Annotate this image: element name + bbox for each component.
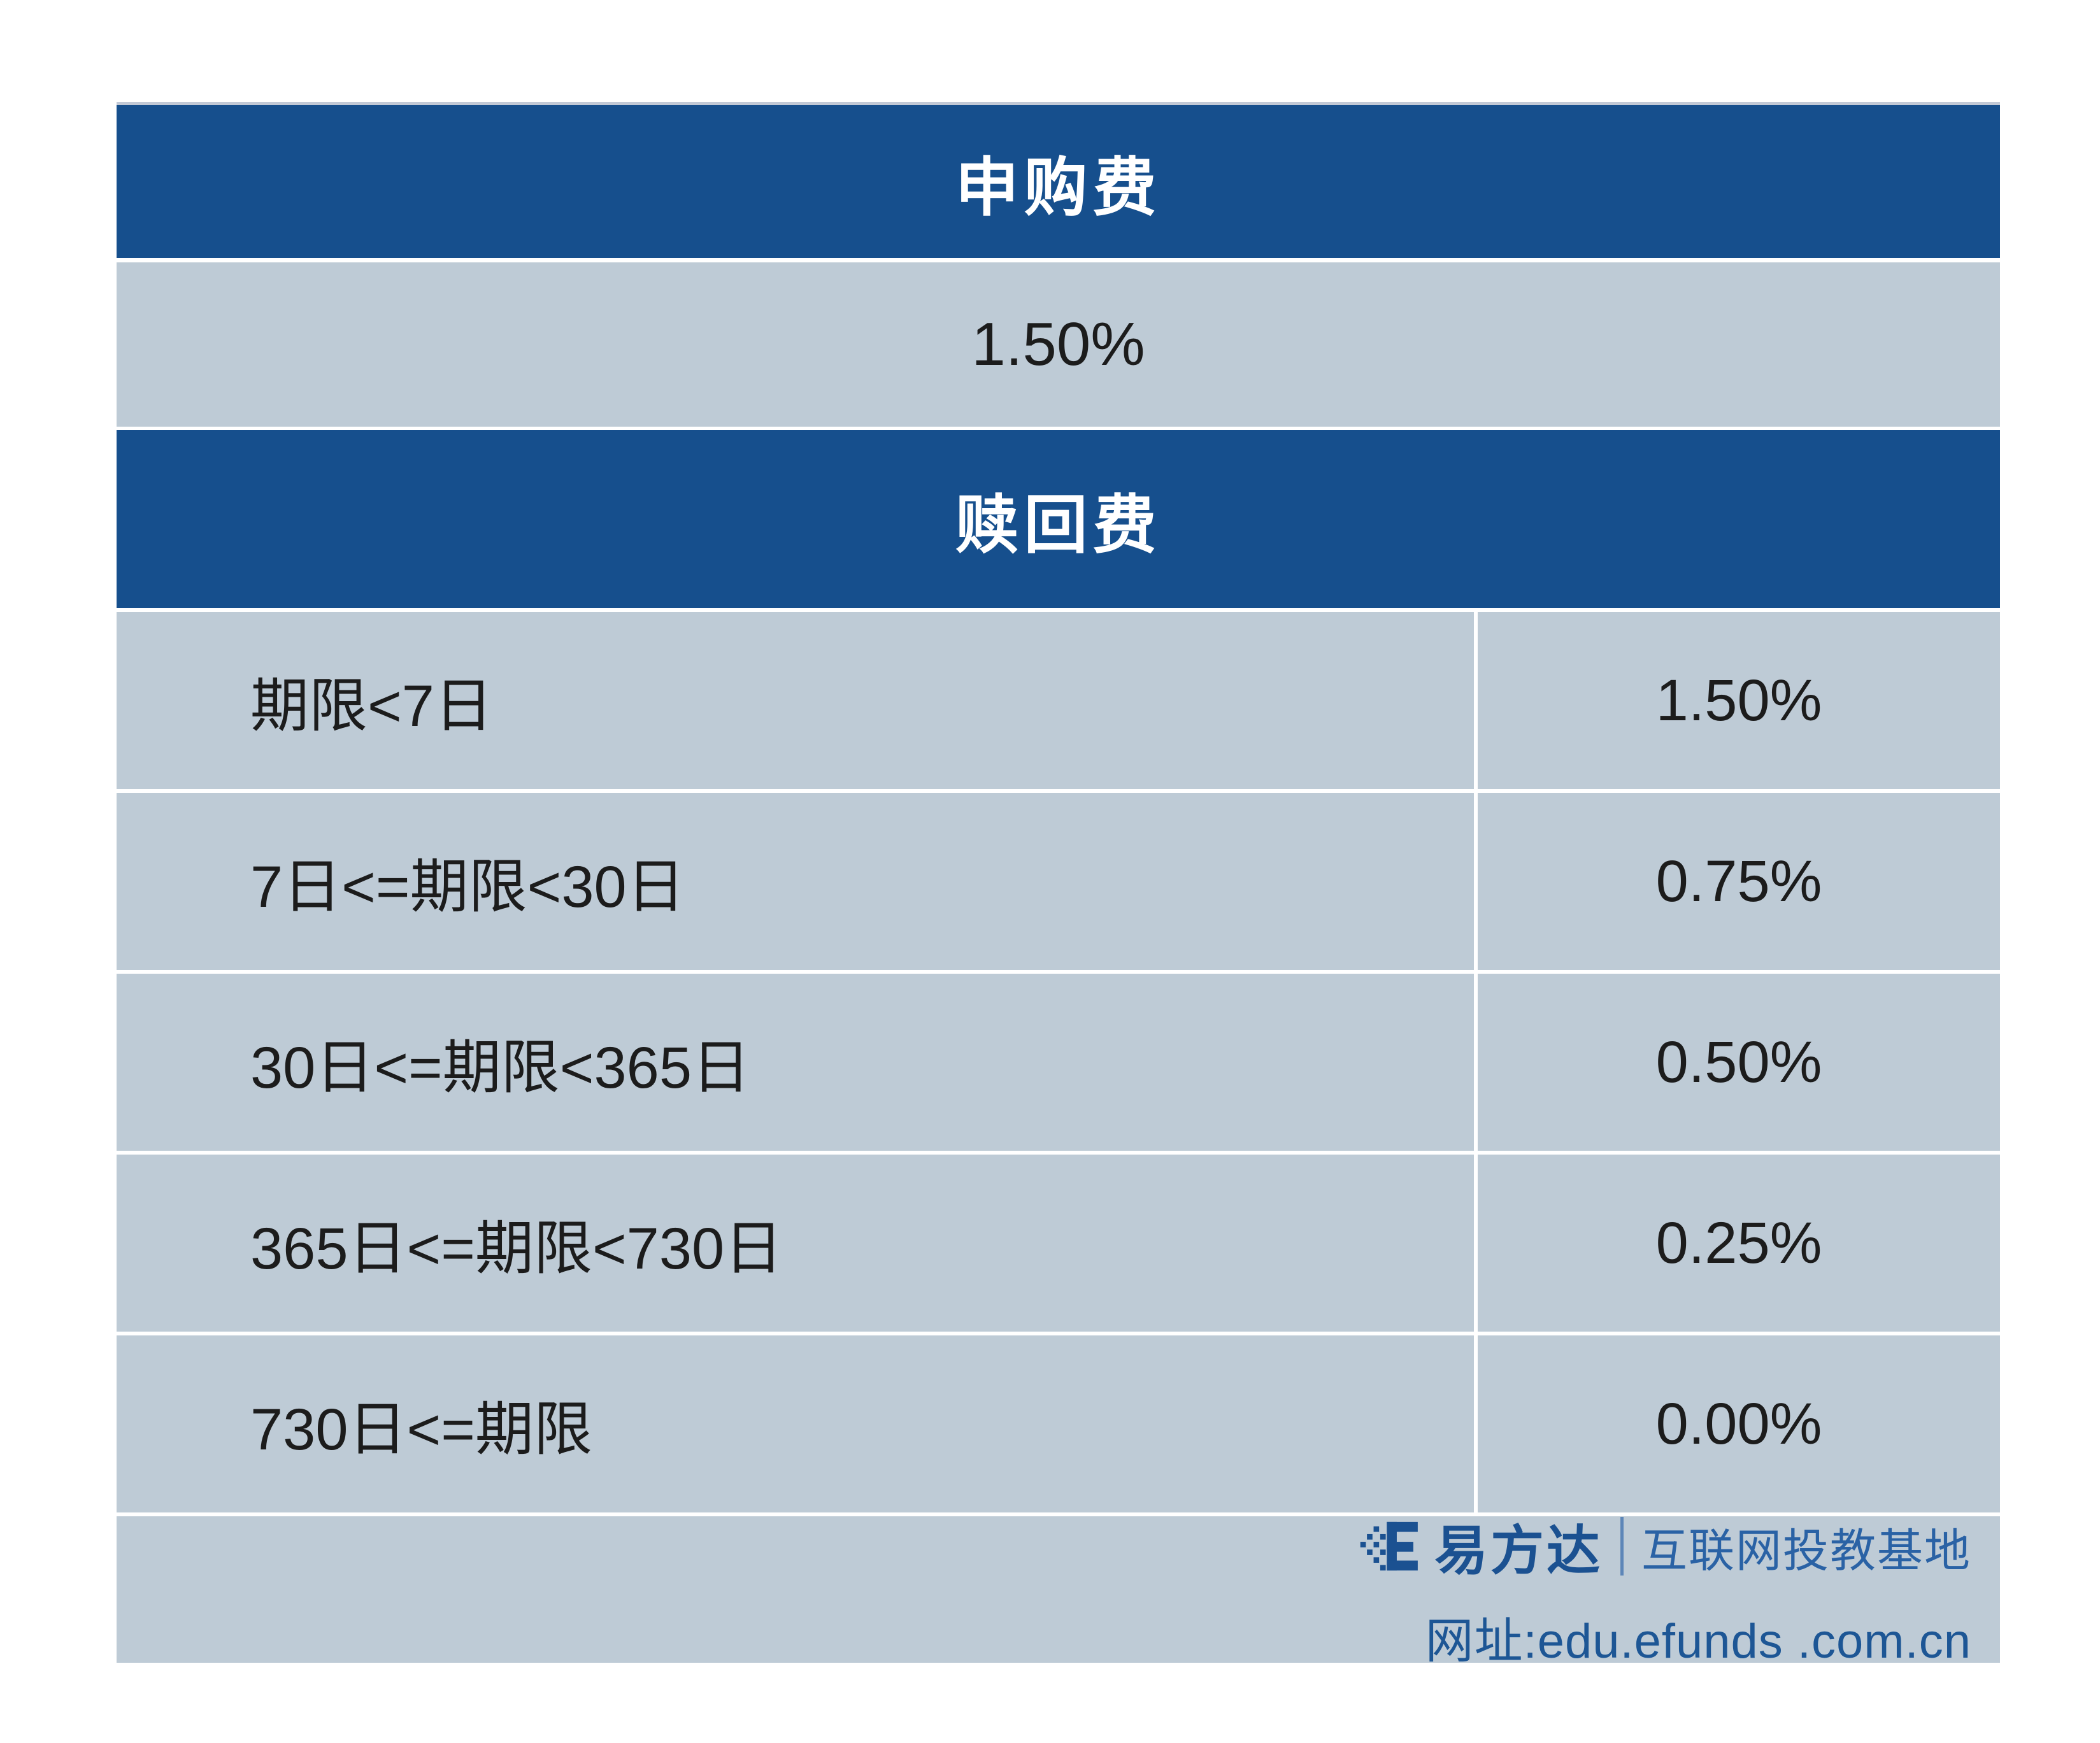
efunds-logo-icon (1360, 1521, 1418, 1571)
rate-cell: 1.50% (1474, 612, 2000, 789)
holding-period-cell: 730日<=期限 (117, 1335, 1474, 1512)
table-top-border (117, 102, 2000, 105)
holding-period-cell: 7日<=期限<30日 (117, 793, 1474, 970)
holding-period-label: 30日<=期限<365日 (250, 1035, 751, 1100)
rate-cell: 0.50% (1474, 974, 2000, 1151)
redemption-fee-header: 赎回费 (117, 430, 2000, 608)
rate-value: 0.25% (1655, 1210, 1822, 1276)
redemption-fee-header-label: 赎回费 (955, 489, 1162, 561)
table-row: 730日<=期限 0.00% (117, 1335, 2000, 1512)
table-row: 365日<=期限<730日 0.25% (117, 1155, 2000, 1332)
table-row: 7日<=期限<30日 0.75% (117, 793, 2000, 970)
footer-row: 易方达 互联网投教基地 网址:edu.efunds .com.cn (117, 1516, 2000, 1668)
holding-period-label: 期限<7日 (250, 673, 493, 739)
holding-period-cell: 30日<=期限<365日 (117, 974, 1474, 1151)
subscription-fee-value-row: 1.50% (117, 262, 2000, 427)
holding-period-label: 7日<=期限<30日 (250, 854, 685, 920)
subscription-fee-value: 1.50% (971, 310, 1145, 378)
fee-table: 申购费 1.50% 赎回费 期限<7日 1.50% 7日<=期限<30日 0.7… (117, 102, 2000, 1668)
subscription-fee-header-label: 申购费 (955, 152, 1162, 224)
brand-block: 易方达 互联网投教基地 网址:edu.efunds .com.cn (1359, 1508, 1971, 1672)
subscription-fee-header: 申购费 (117, 105, 2000, 258)
holding-period-label: 365日<=期限<730日 (250, 1216, 783, 1281)
holding-period-label: 730日<=期限 (250, 1397, 592, 1462)
rate-value: 0.50% (1655, 1029, 1822, 1095)
table-row: 期限<7日 1.50% (117, 612, 2000, 789)
brand-line: 易方达 互联网投教基地 (1359, 1508, 1971, 1585)
rate-value: 0.75% (1655, 848, 1822, 914)
brand-suffix: 互联网投教基地 (1641, 1525, 1971, 1577)
table-row: 30日<=期限<365日 0.50% (117, 974, 2000, 1151)
brand-name: 易方达 (1434, 1520, 1603, 1581)
rate-cell: 0.00% (1474, 1335, 2000, 1512)
brand-divider (1620, 1517, 1624, 1576)
website-url: 网址:edu.efunds .com.cn (1425, 1614, 1971, 1668)
rate-value: 1.50% (1655, 667, 1822, 733)
rate-value: 0.00% (1655, 1391, 1822, 1456)
rate-cell: 0.75% (1474, 793, 2000, 970)
holding-period-cell: 期限<7日 (117, 612, 1474, 789)
holding-period-cell: 365日<=期限<730日 (117, 1155, 1474, 1332)
rate-cell: 0.25% (1474, 1155, 2000, 1332)
